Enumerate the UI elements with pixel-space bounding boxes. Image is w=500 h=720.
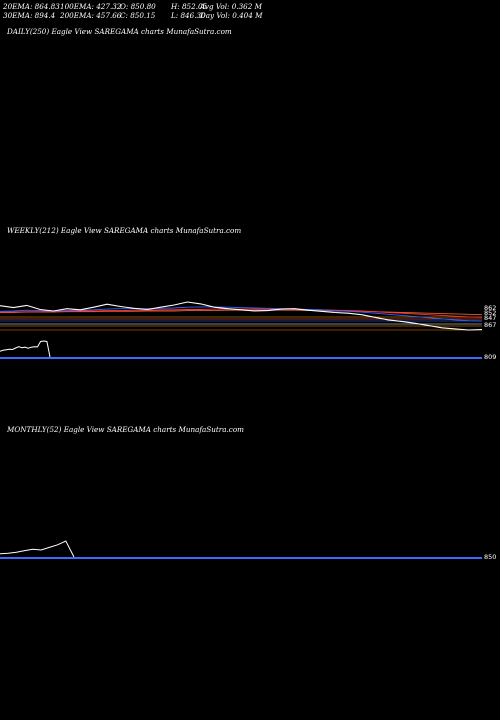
weekly-price-tick: 862 <box>484 304 496 312</box>
weekly-level-lines <box>0 316 482 331</box>
stat-high: H: 852.05 <box>171 2 208 11</box>
weekly-series-line <box>0 301 483 331</box>
stat-200ema: 200EMA: 457.66 <box>60 11 122 20</box>
stat-low: L: 846.30 <box>171 11 206 20</box>
weekly-volume-end-label: 809 <box>484 353 496 361</box>
weekly-price-tick: 852 <box>484 309 496 317</box>
stat-day-vol: Day Vol: 0.404 M <box>200 11 263 20</box>
stats-row-2: 30EMA: 894.4 200EMA: 457.66 C: 850.15 L:… <box>3 11 497 20</box>
monthly-chart-label: MONTHLY(52) Eagle View SAREGAMA charts M… <box>7 425 244 434</box>
monthly-price-line <box>0 540 75 558</box>
monthly-volume-chart: 850 <box>0 540 496 561</box>
stat-close: C: 850.15 <box>120 11 156 20</box>
weekly-volume-chart: 809 <box>0 340 496 361</box>
weekly-price-tick: 847 <box>484 314 496 322</box>
weekly-series-group <box>0 301 483 331</box>
weekly-chart-label: WEEKLY(212) Eagle View SAREGAMA charts M… <box>7 226 242 235</box>
weekly-volume-baseline <box>0 357 482 359</box>
stat-20ema: 20EMA: 864.83 <box>3 2 60 11</box>
weekly-price-tick: 867 <box>484 321 496 329</box>
weekly-series-line <box>0 308 483 318</box>
daily-chart-label: DAILY(250) Eagle View SAREGAMA charts Mu… <box>7 27 232 36</box>
stat-open: O: 850.80 <box>120 2 156 11</box>
stat-avg-vol: Avg Vol: 0.362 M <box>200 2 262 11</box>
stats-header: 20EMA: 864.83 100EMA: 427.32 O: 850.80 H… <box>3 2 497 20</box>
stats-row-1: 20EMA: 864.83 100EMA: 427.32 O: 850.80 H… <box>3 2 497 11</box>
stat-100ema: 100EMA: 427.32 <box>60 2 122 11</box>
stat-30ema: 30EMA: 894.4 <box>3 11 56 20</box>
monthly-volume-end-label: 850 <box>484 553 496 561</box>
weekly-volume-line <box>0 340 51 358</box>
monthly-volume-baseline <box>0 557 482 559</box>
